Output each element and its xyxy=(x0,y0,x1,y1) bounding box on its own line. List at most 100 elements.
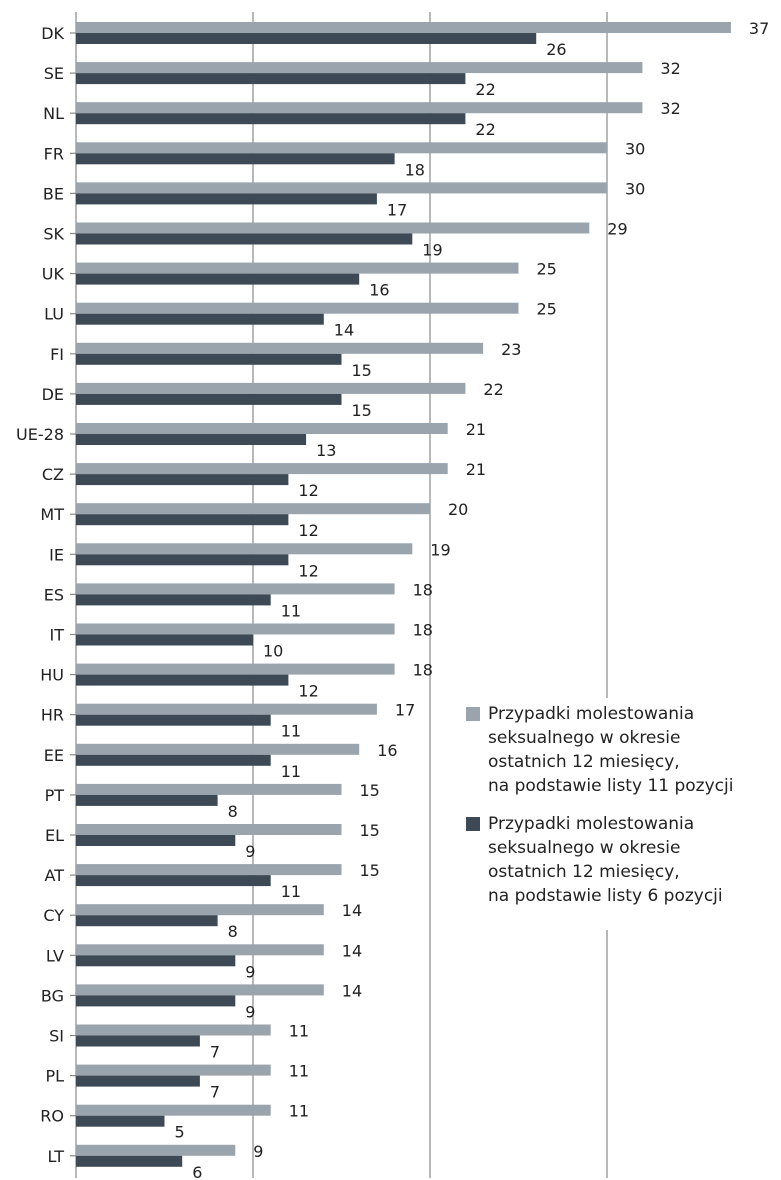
category-label: UE-28 xyxy=(16,425,64,444)
bar-6-items xyxy=(76,434,306,445)
data-label-6-items: 9 xyxy=(245,1002,255,1021)
legend-label: Przypadki molestowania seksualnego w okr… xyxy=(488,702,733,798)
data-label-11-items: 17 xyxy=(395,701,415,720)
bar-11-items xyxy=(76,784,342,795)
data-label-6-items: 15 xyxy=(352,361,372,380)
bar-6-items xyxy=(76,554,288,565)
category-label: MT xyxy=(40,505,64,524)
data-label-11-items: 11 xyxy=(289,1102,309,1121)
bar-6-items xyxy=(76,314,324,325)
category-label: ES xyxy=(44,585,64,604)
bar-11-items xyxy=(76,503,430,514)
category-label: NL xyxy=(43,104,64,123)
category-label: CZ xyxy=(42,465,64,484)
category-label: EE xyxy=(44,746,64,765)
data-label-6-items: 11 xyxy=(281,882,301,901)
data-label-6-items: 7 xyxy=(210,1043,220,1062)
data-label-6-items: 19 xyxy=(422,241,442,260)
bar-11-items xyxy=(76,624,395,635)
bar-11-items xyxy=(76,984,324,995)
data-label-6-items: 11 xyxy=(281,762,301,781)
data-label-6-items: 5 xyxy=(175,1123,185,1142)
bar-11-items xyxy=(76,303,519,314)
data-label-11-items: 32 xyxy=(660,59,680,78)
data-label-6-items: 8 xyxy=(228,922,238,941)
bar-6-items xyxy=(76,635,253,646)
bar-6-items xyxy=(76,715,271,726)
bar-6-items xyxy=(76,274,359,285)
data-label-11-items: 29 xyxy=(607,220,627,239)
data-label-6-items: 14 xyxy=(334,321,354,340)
bar-6-items xyxy=(76,234,412,245)
bar-11-items xyxy=(76,543,412,554)
bar-6-items xyxy=(76,73,465,84)
category-label: HU xyxy=(40,666,64,685)
category-label: SK xyxy=(43,225,64,244)
data-label-11-items: 14 xyxy=(342,901,362,920)
bar-11-items xyxy=(76,1105,271,1116)
bar-6-items xyxy=(76,995,235,1006)
category-label: DE xyxy=(42,385,64,404)
category-label: LV xyxy=(46,946,64,965)
bar-11-items xyxy=(76,904,324,915)
category-label: LU xyxy=(44,305,64,324)
bar-6-items xyxy=(76,1116,165,1127)
data-label-6-items: 6 xyxy=(192,1163,202,1180)
category-label: CY xyxy=(43,906,64,925)
data-label-11-items: 25 xyxy=(537,260,557,279)
data-label-6-items: 17 xyxy=(387,200,407,219)
data-label-6-items: 18 xyxy=(405,160,425,179)
category-label: EL xyxy=(45,826,64,845)
bar-6-items xyxy=(76,795,218,806)
category-label: SI xyxy=(49,1027,64,1046)
bar-6-items xyxy=(76,474,288,485)
bar-6-items xyxy=(76,354,342,365)
bar-6-items xyxy=(76,594,271,605)
bar-11-items xyxy=(76,864,342,875)
data-label-11-items: 16 xyxy=(377,741,397,760)
bar-11-items xyxy=(76,1025,271,1036)
category-label: DK xyxy=(41,24,64,43)
data-label-11-items: 14 xyxy=(342,941,362,960)
data-label-6-items: 22 xyxy=(475,80,495,99)
data-label-6-items: 12 xyxy=(298,682,318,701)
bar-11-items xyxy=(76,1145,235,1156)
legend-swatch-light xyxy=(466,707,480,721)
data-label-11-items: 21 xyxy=(466,420,486,439)
data-label-6-items: 26 xyxy=(546,40,566,59)
data-label-6-items: 11 xyxy=(281,722,301,741)
data-label-11-items: 30 xyxy=(625,139,645,158)
data-label-6-items: 12 xyxy=(298,521,318,540)
data-label-6-items: 9 xyxy=(245,842,255,861)
category-label: PL xyxy=(45,1067,64,1086)
data-label-11-items: 15 xyxy=(360,821,380,840)
category-label: BE xyxy=(43,184,64,203)
data-label-6-items: 10 xyxy=(263,642,283,661)
bar-6-items xyxy=(76,675,288,686)
bar-6-items xyxy=(76,113,465,124)
category-label: RO xyxy=(40,1107,64,1126)
bar-6-items xyxy=(76,915,218,926)
data-label-11-items: 18 xyxy=(413,621,433,640)
bar-11-items xyxy=(76,102,642,113)
bar-11-items xyxy=(76,142,607,153)
data-label-6-items: 15 xyxy=(352,401,372,420)
legend-label: Przypadki molestowania seksualnego w okr… xyxy=(488,812,723,908)
category-label: BG xyxy=(41,986,64,1005)
data-label-6-items: 12 xyxy=(298,481,318,500)
category-label: FI xyxy=(50,345,64,364)
data-label-6-items: 13 xyxy=(316,441,336,460)
data-label-11-items: 9 xyxy=(253,1142,263,1161)
bar-11-items xyxy=(76,944,324,955)
data-label-11-items: 18 xyxy=(413,580,433,599)
category-label: UK xyxy=(42,265,65,284)
category-label: FR xyxy=(44,144,64,163)
data-label-6-items: 7 xyxy=(210,1083,220,1102)
data-label-11-items: 20 xyxy=(448,500,468,519)
bar-6-items xyxy=(76,514,288,525)
data-label-11-items: 21 xyxy=(466,460,486,479)
category-label: LT xyxy=(48,1147,65,1166)
bar-6-items xyxy=(76,835,235,846)
legend: Przypadki molestowania seksualnego w okr… xyxy=(466,698,776,930)
